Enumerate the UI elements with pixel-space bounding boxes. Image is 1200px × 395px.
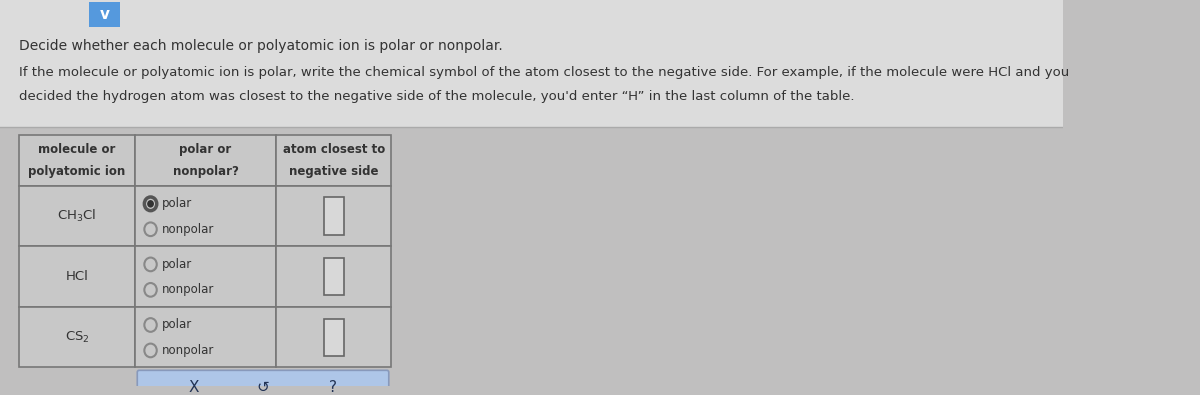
FancyBboxPatch shape — [89, 2, 120, 27]
FancyBboxPatch shape — [134, 135, 276, 186]
FancyBboxPatch shape — [134, 246, 276, 307]
Text: HCl: HCl — [66, 270, 89, 283]
FancyBboxPatch shape — [19, 135, 134, 186]
FancyBboxPatch shape — [276, 135, 391, 186]
FancyBboxPatch shape — [134, 186, 276, 246]
Text: CS$_2$: CS$_2$ — [65, 329, 89, 345]
Text: negative side: negative side — [289, 165, 379, 178]
FancyBboxPatch shape — [276, 307, 391, 367]
Text: polar or: polar or — [179, 143, 232, 156]
Text: decided the hydrogen atom was closest to the negative side of the molecule, you': decided the hydrogen atom was closest to… — [19, 90, 854, 103]
FancyBboxPatch shape — [137, 371, 389, 395]
Text: If the molecule or polyatomic ion is polar, write the chemical symbol of the ato: If the molecule or polyatomic ion is pol… — [19, 66, 1069, 79]
Text: nonpolar: nonpolar — [162, 223, 215, 236]
Text: CH$_3$Cl: CH$_3$Cl — [58, 208, 97, 224]
Text: ?: ? — [329, 380, 336, 395]
Text: polyatomic ion: polyatomic ion — [29, 165, 126, 178]
Text: X: X — [188, 380, 199, 395]
FancyBboxPatch shape — [19, 186, 134, 246]
Text: nonpolar: nonpolar — [162, 344, 215, 357]
Text: polar: polar — [162, 258, 192, 271]
FancyBboxPatch shape — [19, 246, 134, 307]
FancyBboxPatch shape — [276, 186, 391, 246]
Text: atom closest to: atom closest to — [283, 143, 385, 156]
Text: Decide whether each molecule or polyatomic ion is polar or nonpolar.: Decide whether each molecule or polyatom… — [19, 39, 503, 53]
Text: polar: polar — [162, 198, 192, 210]
Text: ↺: ↺ — [257, 380, 269, 395]
FancyBboxPatch shape — [134, 307, 276, 367]
FancyBboxPatch shape — [324, 318, 343, 356]
Text: molecule or: molecule or — [38, 143, 115, 156]
FancyBboxPatch shape — [0, 0, 1063, 127]
Text: nonpolar?: nonpolar? — [173, 165, 239, 178]
Text: v: v — [100, 7, 109, 22]
FancyBboxPatch shape — [19, 307, 134, 367]
FancyBboxPatch shape — [324, 198, 343, 235]
Text: nonpolar: nonpolar — [162, 283, 215, 296]
Text: polar: polar — [162, 318, 192, 331]
Circle shape — [148, 200, 154, 208]
FancyBboxPatch shape — [324, 258, 343, 295]
FancyBboxPatch shape — [276, 246, 391, 307]
